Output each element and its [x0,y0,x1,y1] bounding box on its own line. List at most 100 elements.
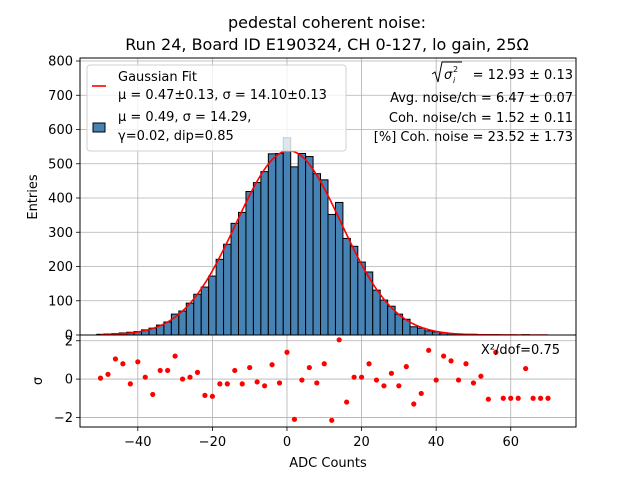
residual-point [150,391,156,398]
residual-point [209,393,215,399]
histogram-bar [260,171,269,336]
legend-hist-label-line2: γ=0.02, dip=0.85 [118,129,234,144]
residual-point [515,395,521,401]
histogram-panel: 0 100 200 300 400 500 600 700 800 Entries Gaussi… [26,55,577,344]
annotation-coh-noise-percent: [%] Coh. noise = 23.52 ± 1.73 [374,130,573,145]
residual-point [105,371,111,377]
legend: Gaussian Fit μ = 0.47±0.13, σ = 14.10±0.… [86,64,347,152]
legend-histogram-patch [92,122,106,133]
annotation-sigma-value: = 12.93 ± 0.13 [473,68,573,83]
histogram-bar [379,299,389,336]
residual-point [179,376,186,382]
histogram-bar [342,237,351,336]
residual-point [120,361,126,367]
x-tick-label: 0 [283,435,291,450]
residual-panel: −202 −40 −20 0 20 40 60 σ ADC Counts X²/dof=0… [31,334,577,471]
histogram-bar [178,310,187,336]
stats-annotations: σ 2 i = 12.93 ± 0.13 Avg. noise/ch = 6.4… [374,61,573,145]
residual-point [388,370,394,376]
residual-y-tick-label: 0 [65,373,73,388]
y-axis-ticks: 0 100 200 300 400 500 600 700 800 [48,55,80,344]
y-tick-label: 600 [48,123,73,138]
annotation-coh-noise: Coh. noise/ch = 1.52 ± 0.11 [389,111,573,126]
residual-point [284,349,290,355]
residual-point [135,359,141,365]
chart-title-line1: pedestal coherent noise: [228,13,426,32]
residual-point [426,347,432,353]
histogram-bar [320,179,329,336]
residual-plot-frame [79,334,577,428]
histogram-bar [245,190,254,336]
residual-point [396,383,402,389]
histogram-bar [312,173,322,336]
residual-point [351,374,357,380]
histogram-bar [230,222,239,336]
residual-point [411,401,417,407]
residual-point [381,383,387,389]
residual-point [157,367,163,374]
residual-point [441,353,447,359]
residual-point [262,383,268,389]
histogram-bar [267,153,277,336]
histogram-bar [290,166,299,336]
residual-point [269,362,275,368]
y-tick-label: 0 [65,329,73,344]
residual-grid [80,335,576,427]
sigma-symbol: σ [444,68,453,83]
x-tick-label: −20 [199,435,226,450]
annotation-sqrt-sigma: σ 2 i = 12.93 ± 0.13 [431,61,573,85]
histogram-bar [275,152,284,336]
residual-point [508,395,514,401]
sigma-superscript: 2 [453,65,458,74]
histogram-bar [372,289,381,336]
residual-point [470,380,477,386]
x-axis-label: ADC Counts [289,456,367,471]
residual-point [97,375,104,381]
legend-fit-label-line2: μ = 0.47±0.13, σ = 14.10±0.13 [118,88,327,103]
residual-point [500,395,506,401]
chart-title-line2: Run 24, Board ID E190324, CH 0-127, lo g… [125,35,528,54]
residual-point [523,365,529,372]
residual-point [165,367,171,374]
histogram-bar [409,326,419,336]
legend-fit-label-line1: Gaussian Fit [118,70,197,85]
x-tick-label: 60 [502,435,519,450]
histogram-bar [349,245,359,336]
residual-point [418,390,424,397]
histogram-bar [185,302,195,336]
x-tick-label: 40 [428,435,445,450]
histogram-bar [215,258,225,336]
residual-point [336,337,342,343]
residual-point [537,395,544,401]
residual-point [373,377,380,383]
residual-point [112,356,119,362]
residual-point [142,374,148,380]
residual-y-tick-label: −2 [54,411,73,426]
residual-point [403,364,409,370]
histogram-bar [208,275,217,336]
residual-point [448,358,454,364]
residual-point [433,377,439,383]
histogram-bar [252,182,262,336]
x-axis-ticks: −40 −20 0 20 40 60 [124,427,519,450]
y-tick-label: 100 [48,294,73,309]
residual-point [329,417,335,423]
residual-point [247,364,253,371]
histogram-bar [200,286,210,336]
histogram-bar [327,213,336,336]
y-tick-label: 300 [48,226,73,241]
residual-points [97,337,551,423]
residual-point [172,353,178,359]
y-tick-label: 400 [48,192,73,207]
residual-point [455,377,462,383]
histogram-bar [305,156,314,336]
residual-point [217,381,223,387]
legend-box [86,64,347,152]
chi2-annotation: X²/dof=0.75 [481,343,560,358]
residual-point [358,374,365,380]
residual-point [530,395,536,401]
residual-point [187,374,193,380]
residual-point [314,380,320,386]
residual-point [493,349,499,355]
